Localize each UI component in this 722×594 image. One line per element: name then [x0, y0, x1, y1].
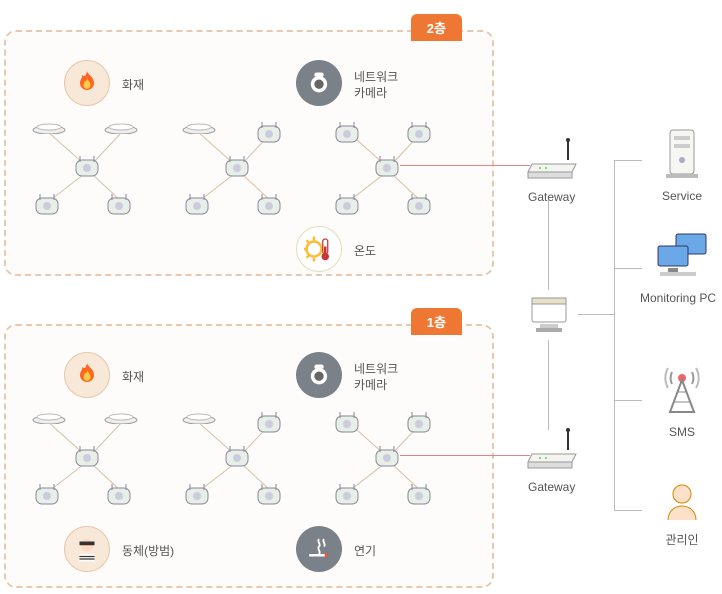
sensor-node: [182, 192, 212, 218]
backbone-line: [548, 340, 549, 430]
camera-icon: [296, 60, 342, 106]
sensor-node: [32, 192, 62, 218]
floor-1-panel: 1층 화재 네트워크 카메라 동체(방범) 연기: [4, 324, 494, 588]
right-bus-line: [614, 268, 642, 269]
connection-line: [400, 455, 530, 456]
smoke-icon: [296, 526, 342, 572]
fire-icon: [64, 60, 110, 106]
monitoring-pc-icon: [654, 232, 710, 284]
ceiling-sensor: [104, 410, 138, 424]
service-label: Service: [642, 189, 722, 203]
gateway-label: Gateway: [528, 190, 575, 204]
sensor-node: [222, 154, 252, 180]
ceiling-sensor: [32, 410, 66, 424]
sensor-node: [404, 192, 434, 218]
fire-icon: [64, 352, 110, 398]
right-bus-line: [614, 160, 642, 161]
ceiling-sensor: [32, 120, 66, 134]
ceiling-sensor: [182, 120, 216, 134]
server-icon: [658, 126, 706, 182]
sensor-node: [182, 482, 212, 508]
intruder-icon: [64, 526, 110, 572]
floor-2-panel: 2층 화재 네트워크 카메라 온도: [4, 30, 494, 276]
sms-item: SMS: [642, 366, 722, 439]
camera-label-1: 네트워크: [354, 360, 398, 377]
fire-label: 화재: [122, 368, 144, 385]
sensor-node: [404, 482, 434, 508]
camera-label-2: 카메라: [354, 376, 387, 393]
sensor-node: [332, 192, 362, 218]
service-item: Service: [642, 126, 722, 203]
sensor-node: [404, 410, 434, 436]
sensor-node: [104, 192, 134, 218]
sensor-node: [254, 410, 284, 436]
sensor-node: [72, 154, 102, 180]
floor-1-tag: 1층: [411, 308, 462, 335]
sensor-node: [32, 482, 62, 508]
temp-icon: [296, 226, 342, 272]
sms-label: SMS: [642, 425, 722, 439]
sensor-node: [332, 482, 362, 508]
sensor-node: [404, 120, 434, 146]
connection-line: [400, 165, 530, 166]
admin-item: 관리인: [642, 480, 722, 548]
sensor-node: [254, 192, 284, 218]
ceiling-sensor: [104, 120, 138, 134]
camera-label-2: 카메라: [354, 84, 387, 101]
sensor-node: [254, 120, 284, 146]
admin-label: 관리인: [642, 531, 722, 548]
sensor-node: [222, 444, 252, 470]
sensor-node: [372, 154, 402, 180]
ceiling-sensor: [182, 410, 216, 424]
backbone-line: [578, 314, 614, 315]
camera-label-1: 네트워크: [354, 68, 398, 85]
right-bus-line: [614, 160, 615, 510]
gateway-icon: [520, 136, 580, 189]
right-bus-line: [614, 510, 642, 511]
intruder-label: 동체(방범): [122, 542, 174, 559]
sensor-node: [104, 482, 134, 508]
gateway-icon: [520, 426, 580, 479]
gateway-label: Gateway: [528, 480, 575, 494]
smoke-label: 연기: [354, 542, 376, 559]
sensor-node: [332, 410, 362, 436]
sensor-node: [72, 444, 102, 470]
sensor-node: [332, 120, 362, 146]
sensor-node: [254, 482, 284, 508]
central-server-icon: [522, 290, 576, 341]
right-bus-line: [614, 400, 642, 401]
person-icon: [660, 480, 704, 524]
monitoring-item: Monitoring PC: [642, 232, 722, 305]
monitoring-label: Monitoring PC: [634, 291, 722, 305]
floor-2-tag: 2층: [411, 14, 462, 41]
fire-label: 화재: [122, 76, 144, 93]
sensor-node: [372, 444, 402, 470]
backbone-line: [548, 200, 549, 290]
camera-icon: [296, 352, 342, 398]
temp-label: 온도: [354, 242, 376, 259]
antenna-icon: [658, 366, 706, 418]
